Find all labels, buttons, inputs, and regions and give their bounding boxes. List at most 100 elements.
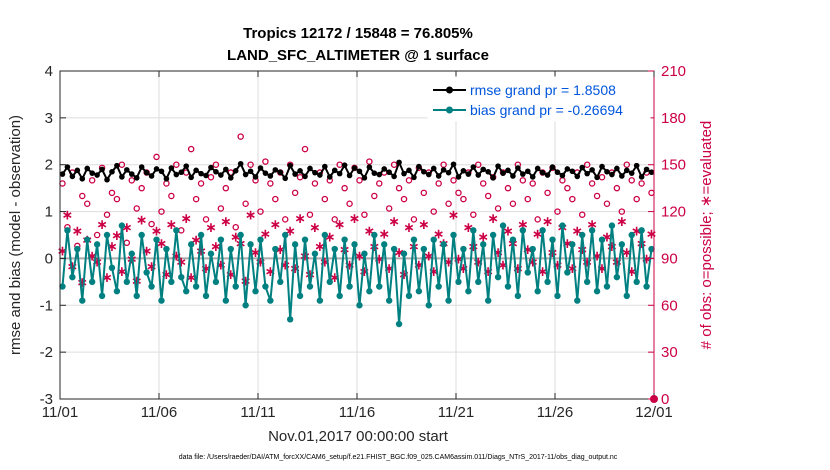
bias-point: [435, 283, 442, 290]
possible-point: [361, 211, 368, 218]
bias-point: [84, 236, 91, 243]
evaluated-point: ∗: [487, 211, 499, 227]
rmse-point: [500, 170, 506, 176]
bias-point: [291, 241, 299, 248]
possible-point: [519, 177, 527, 184]
evaluated-point: ∗: [334, 217, 346, 233]
evaluated-point: ∗: [166, 217, 178, 233]
rmse-point: [94, 172, 100, 178]
bias-point: [648, 245, 655, 253]
possible-point: [544, 189, 551, 197]
evaluated-point: ∗: [388, 214, 400, 230]
rmse-point: [366, 164, 373, 170]
y-tick-label: -1: [40, 297, 53, 314]
bias-point: [549, 236, 556, 243]
rmse-point: [416, 163, 422, 170]
bias-point: [593, 288, 601, 295]
rmse-point: [148, 173, 155, 179]
possible-point: [470, 211, 477, 218]
rmse-point: [381, 166, 388, 172]
right-tick-label: 120: [661, 204, 686, 221]
rmse-point: [401, 170, 407, 177]
evaluated-point: ∗: [482, 264, 494, 280]
evaluated-point: ∗: [156, 236, 168, 252]
bias-point: [79, 297, 86, 304]
right-tick-label: 60: [661, 297, 678, 314]
evaluated-point: ∗: [294, 211, 306, 227]
evaluated-point: ∗: [547, 245, 559, 261]
bias-point: [598, 236, 606, 243]
evaluated-point: ∗: [304, 267, 316, 283]
possible-point: [331, 216, 338, 223]
possible-point: [291, 189, 299, 197]
rmse-point: [74, 167, 81, 174]
possible-point: [247, 161, 254, 168]
bias-point: [123, 278, 131, 286]
y-tick-label: 3: [45, 110, 53, 127]
rmse-point: [391, 173, 397, 180]
evaluated-point: ∗: [398, 267, 410, 283]
bias-point: [168, 278, 175, 286]
possible-point: [346, 200, 353, 208]
possible-point: [108, 189, 116, 197]
evaluated-point: ∗: [522, 242, 534, 258]
bias-point: [475, 278, 482, 286]
possible-point: [376, 180, 383, 187]
rmse-point: [59, 171, 66, 177]
evaluated-point: ∗: [562, 236, 574, 252]
possible-point: [445, 200, 452, 208]
evaluated-point: ∗: [373, 251, 385, 267]
evaluated-point: ∗: [76, 275, 88, 291]
evaluated-point: ∗: [477, 230, 489, 246]
possible-point: [366, 158, 373, 165]
x-axis-ticks: 11/01 11/06 11/11 11/16 11/21 11/26 12/01: [42, 71, 673, 421]
rmse-point: [495, 163, 501, 169]
bias-point: [103, 231, 111, 239]
bias-point: [197, 231, 205, 239]
bias-point: [282, 231, 289, 239]
evaluated-point: ∗: [472, 255, 484, 271]
rmse-point: [539, 169, 546, 176]
bias-point: [331, 245, 338, 253]
rmse-point: [158, 168, 165, 175]
data-file-footnote: data file: /Users/raeder/DAI/ATM_forcXX/…: [179, 454, 618, 461]
bias-point: [306, 283, 314, 290]
bias-point: [356, 302, 363, 309]
rmse-point: [623, 167, 630, 174]
bias-point: [173, 227, 180, 234]
evaluated-point: ∗: [57, 244, 69, 260]
possible-point: [93, 231, 101, 239]
rmse-point: [99, 166, 105, 173]
bias-point: [480, 241, 487, 248]
rmse-point: [510, 173, 516, 179]
evaluated-point: ∗: [86, 248, 98, 264]
evaluated-point: ∗: [576, 242, 588, 258]
rmse-point: [411, 174, 417, 181]
possible-point: [410, 216, 418, 223]
rmse-point: [589, 167, 595, 173]
bias-point: [569, 241, 576, 248]
evaluated-point: ∗: [161, 267, 173, 283]
rmse-point: [544, 172, 551, 178]
right-axis-ticks: 0 30 60 90 120 150 180 210: [648, 63, 686, 408]
rmse-point: [193, 167, 199, 174]
possible-point: [356, 177, 363, 184]
possible-point: [306, 211, 314, 218]
possible-point: [59, 180, 66, 187]
rmse-point: [257, 165, 264, 171]
possible-point: [420, 189, 428, 197]
bias-point: [484, 297, 492, 304]
evaluated-point: ∗: [641, 251, 653, 267]
bias-point: [277, 278, 284, 286]
possible-point: [484, 192, 492, 200]
evaluated-point: ∗: [586, 217, 598, 233]
evaluated-point: ∗: [245, 208, 257, 224]
rmse-point: [460, 168, 467, 174]
bias-point: [425, 302, 432, 309]
bias-point: [385, 297, 393, 304]
evaluated-point: ∗: [581, 255, 593, 271]
rmse-point: [520, 171, 526, 177]
rmse-point: [232, 168, 239, 174]
bias-point: [59, 283, 66, 290]
evaluated-point: ∗: [497, 258, 509, 274]
